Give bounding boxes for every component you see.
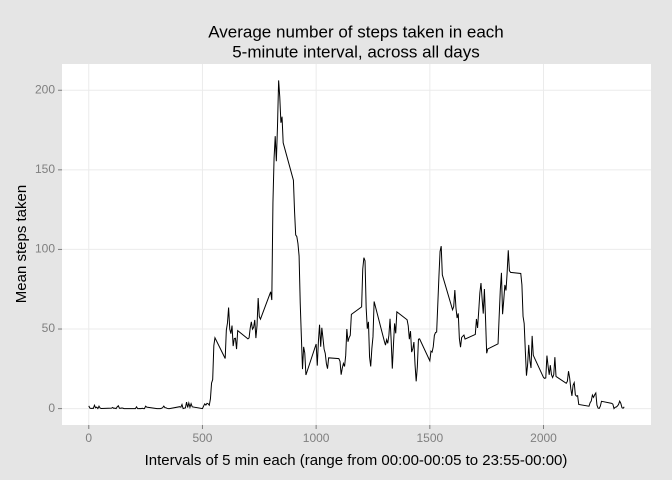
data-line bbox=[88, 80, 625, 410]
y-axis-label: Mean steps taken bbox=[13, 185, 30, 303]
x-tick-label: 0 bbox=[85, 431, 92, 445]
y-tick-label: 50 bbox=[42, 321, 56, 335]
x-tick-label: 2000 bbox=[530, 431, 557, 445]
panel bbox=[62, 64, 651, 425]
x-tick-label: 500 bbox=[192, 431, 212, 445]
chart-title: 5-minute interval, across all days bbox=[232, 42, 480, 61]
x-axis-label: Intervals of 5 min each (range from 00:0… bbox=[145, 452, 568, 469]
y-tick-label: 200 bbox=[35, 82, 55, 96]
y-tick-label: 0 bbox=[48, 401, 55, 415]
y-tick-label: 150 bbox=[35, 162, 55, 176]
chart-title: Average number of steps taken in each bbox=[208, 22, 503, 41]
x-tick-label: 1000 bbox=[303, 431, 330, 445]
y-tick-label: 100 bbox=[35, 242, 55, 256]
x-tick-label: 1500 bbox=[416, 431, 443, 445]
